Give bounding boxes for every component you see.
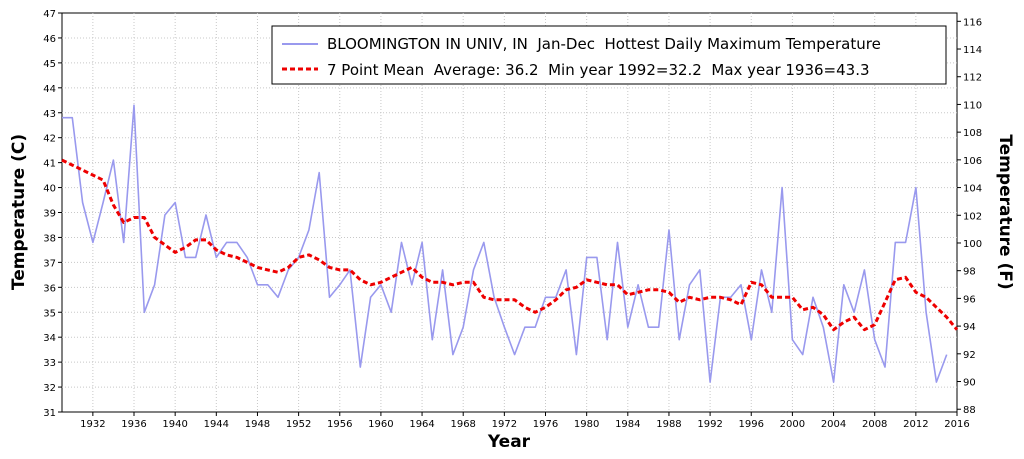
right-tick-label: 112: [963, 73, 982, 84]
right-tick-label: 100: [963, 239, 982, 250]
series-line-mean: [61, 158, 959, 332]
left-tick-label: 39: [43, 209, 56, 220]
x-tick-label: 1964: [409, 419, 434, 430]
right-tick-label: 88: [963, 405, 976, 416]
left-tick-label: 41: [43, 159, 56, 170]
right-tick-label: 114: [963, 45, 982, 56]
x-tick-label: 2016: [944, 419, 969, 430]
x-tick-label: 1992: [697, 419, 722, 430]
series-layer: [61, 104, 959, 383]
left-tick-label: 36: [43, 283, 56, 294]
x-tick-label: 2008: [862, 419, 887, 430]
x-tick-label: 2000: [780, 419, 805, 430]
x-tick-label: 1940: [162, 419, 187, 430]
x-tick-label: 1932: [80, 419, 105, 430]
x-axis-ticks: 1932 1936 1940 1944 1948 1952 1956 1960 1964 1968…: [80, 412, 970, 430]
legend: BLOOMINGTON IN UNIV, IN Jan-Dec Hottest …: [271, 25, 947, 85]
right-tick-label: 94: [963, 322, 976, 333]
left-tick-label: 37: [43, 258, 56, 269]
x-tick-label: 1936: [121, 419, 146, 430]
x-tick-label: 1944: [204, 419, 229, 430]
right-tick-label: 106: [963, 156, 982, 167]
left-tick-label: 43: [43, 109, 56, 120]
x-tick-label: 1968: [450, 419, 475, 430]
x-tick-label: 1952: [286, 419, 311, 430]
right-tick-label: 104: [963, 184, 982, 195]
left-tick-label: 38: [43, 233, 56, 244]
left-tick-label: 32: [43, 383, 56, 394]
legend-box: [271, 25, 947, 85]
right-tick-label: 108: [963, 128, 982, 139]
left-tick-label: 34: [43, 333, 56, 344]
left-tick-label: 45: [43, 59, 56, 70]
x-tick-label: 1976: [533, 419, 558, 430]
x-tick-label: 1948: [245, 419, 270, 430]
right-tick-label: 116: [963, 17, 982, 28]
left-tick-label: 35: [43, 308, 56, 319]
left-tick-label: 40: [43, 184, 56, 195]
left-tick-label: 44: [43, 84, 56, 95]
x-tick-label: 1984: [615, 419, 640, 430]
left-tick-label: 46: [43, 34, 56, 45]
right-axis-title: Temperature (F): [995, 134, 1015, 289]
right-tick-label: 90: [963, 378, 976, 389]
x-tick-label: 1988: [656, 419, 681, 430]
right-tick-label: 102: [963, 211, 982, 222]
right-tick-label: 96: [963, 294, 976, 305]
x-tick-label: 2004: [821, 419, 846, 430]
left-tick-label: 31: [43, 408, 56, 419]
x-tick-label: 1956: [327, 419, 352, 430]
right-tick-label: 98: [963, 267, 976, 278]
left-tick-label: 33: [43, 358, 56, 369]
right-tick-label: 110: [963, 100, 982, 111]
left-axis-title: Temperature (C): [9, 134, 29, 290]
legend-label-mean: 7 Point Mean Average: 36.2 Min year 1992…: [327, 61, 870, 79]
legend-label-raw: BLOOMINGTON IN UNIV, IN Jan-Dec Hottest …: [327, 35, 881, 53]
right-tick-label: 92: [963, 350, 976, 361]
right-axis-ticks: 88 90 92 94 96 98 100 102 104 106 108 110 112 114 116: [957, 17, 982, 416]
left-tick-label: 42: [43, 134, 56, 145]
left-tick-label: 47: [43, 9, 56, 20]
x-tick-label: 1972: [492, 419, 517, 430]
series-line-raw: [62, 104, 948, 383]
x-tick-label: 1980: [574, 419, 599, 430]
x-tick-label: 1960: [368, 419, 393, 430]
x-tick-label: 2012: [903, 419, 928, 430]
left-axis-ticks: 31 32 33 34 35 36 37 38 39 40 41 42 43 44 45 46 47: [43, 9, 62, 419]
x-tick-label: 1996: [739, 419, 764, 430]
x-axis-title: Year: [487, 432, 531, 452]
